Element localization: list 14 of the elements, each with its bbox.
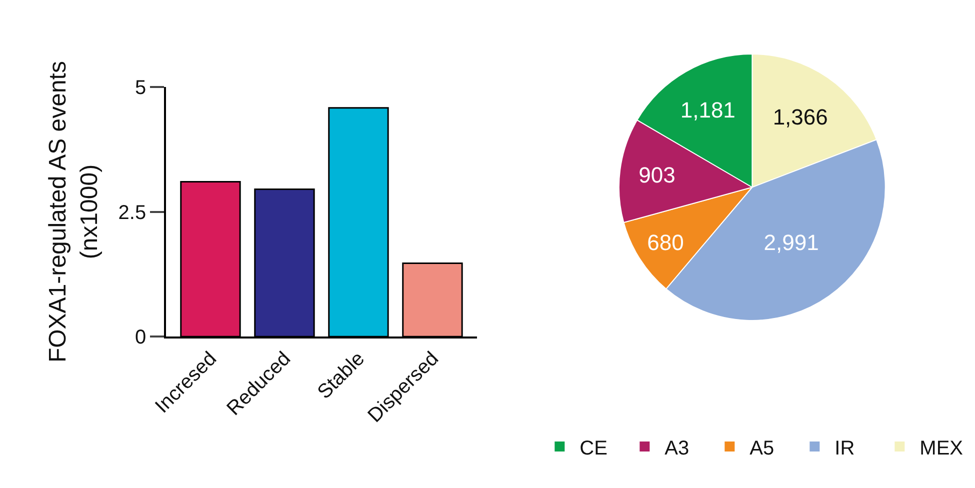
- y-tick-label: 2.5: [118, 202, 146, 224]
- y-axis-title: FOXA1-regulated AS events (nx1000): [44, 61, 103, 363]
- data-label: 1,366: [772, 104, 828, 130]
- legend-label: A3: [664, 437, 690, 460]
- y-tick-label: 5: [134, 76, 146, 99]
- data-label: 1,181: [680, 98, 736, 123]
- legend-label: CE: [580, 437, 608, 460]
- y-tick-label: 0: [134, 326, 146, 349]
- data-label: 903: [638, 162, 676, 188]
- data-label: 680: [647, 230, 684, 256]
- legend-label: A5: [750, 437, 774, 460]
- data-label: 2,991: [764, 230, 819, 255]
- legend-label: MEX: [920, 437, 964, 460]
- legend-label: IR: [834, 437, 855, 460]
